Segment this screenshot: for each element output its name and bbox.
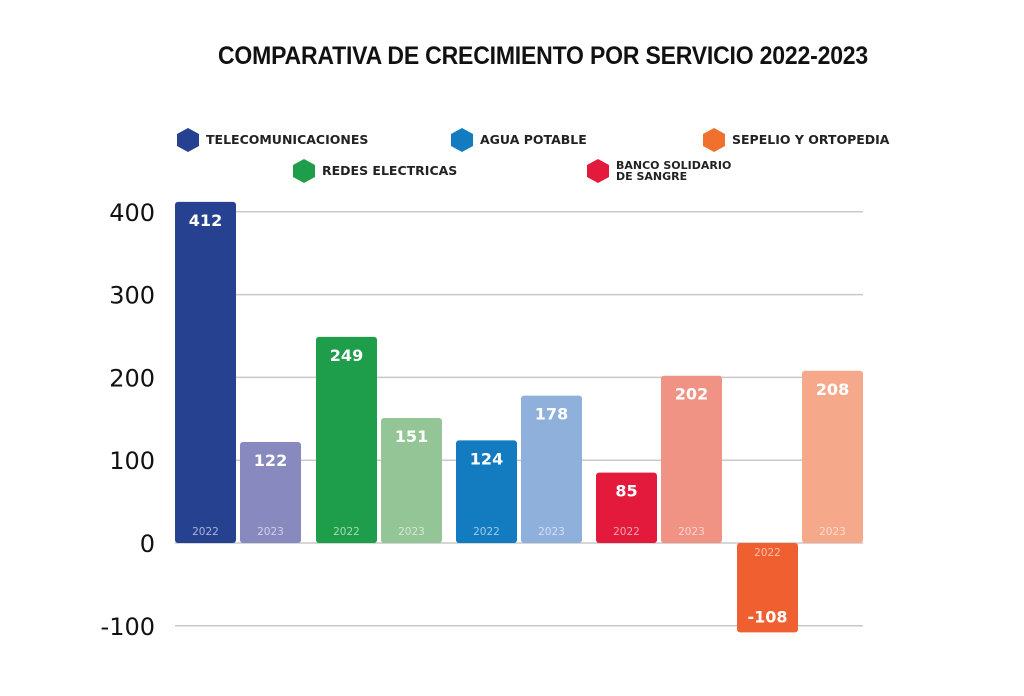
legend-label-line1: BANCO SOLIDARIO (616, 159, 732, 172)
hexagon-icon (451, 128, 473, 152)
legend-label: BANCO SOLIDARIO DE SANGRE (616, 160, 731, 182)
legend-label: SEPELIO Y ORTOPEDIA (732, 132, 890, 147)
legend-item-agua-potable: AGUA POTABLE (450, 127, 587, 153)
bar-2023 (381, 417, 442, 543)
data-label: 122 (254, 451, 287, 470)
hexagon-icon (177, 128, 199, 152)
year-label: 2023 (398, 526, 425, 538)
y-tick-label: 300 (109, 282, 155, 310)
data-label: 124 (470, 449, 503, 468)
year-label: 2022 (754, 547, 781, 559)
legend-label: TELECOMUNICACIONES (206, 132, 369, 147)
bar-2023 (240, 441, 301, 543)
hexagon-icon (703, 128, 725, 152)
bar-2022 (456, 440, 517, 543)
bar-2023 (521, 395, 582, 543)
bar-2023 (661, 375, 722, 543)
data-label: 208 (816, 380, 849, 399)
year-label: 2022 (333, 526, 360, 538)
y-tick-label: 200 (109, 364, 155, 392)
legend-label: REDES ELECTRICAS (322, 163, 458, 178)
legend-item-banco-sangre: BANCO SOLIDARIO DE SANGRE (586, 158, 731, 184)
bar-2022 (316, 336, 377, 543)
bar-2023 (802, 370, 863, 543)
data-label: 202 (675, 385, 708, 404)
bar-2022 (737, 543, 798, 633)
year-label: 2022 (473, 526, 500, 538)
legend-label-line2: DE SANGRE (616, 170, 688, 183)
hexagon-icon (587, 159, 609, 183)
data-label: 151 (395, 427, 428, 446)
chart-title: COMPARATIVA DE CRECIMIENTO POR SERVICIO … (217, 42, 869, 70)
bar-2022 (596, 472, 657, 543)
data-label: 412 (189, 211, 222, 230)
year-label: 2023 (257, 526, 284, 538)
legend-item-sepelio-ortopedia: SEPELIO Y ORTOPEDIA (702, 127, 889, 153)
y-tick-label: 0 (140, 530, 155, 558)
bar-2022 (175, 201, 236, 543)
legend-label: AGUA POTABLE (480, 132, 587, 147)
year-label: 2023 (538, 526, 565, 538)
year-label: 2022 (192, 526, 219, 538)
data-label: -108 (747, 607, 787, 626)
data-label: 178 (535, 405, 568, 424)
year-label: 2023 (819, 526, 846, 538)
y-tick-label: 400 (109, 199, 155, 227)
data-label: 85 (615, 482, 637, 501)
y-tick-label: -100 (101, 613, 155, 641)
year-label: 2022 (613, 526, 640, 538)
y-tick-label: 100 (109, 447, 155, 475)
data-label: 249 (330, 346, 363, 365)
legend-item-redes-electricas: REDES ELECTRICAS (292, 158, 457, 184)
legend-item-telecomunicaciones: TELECOMUNICACIONES (176, 127, 368, 153)
hexagon-icon (293, 159, 315, 183)
year-label: 2023 (678, 526, 705, 538)
